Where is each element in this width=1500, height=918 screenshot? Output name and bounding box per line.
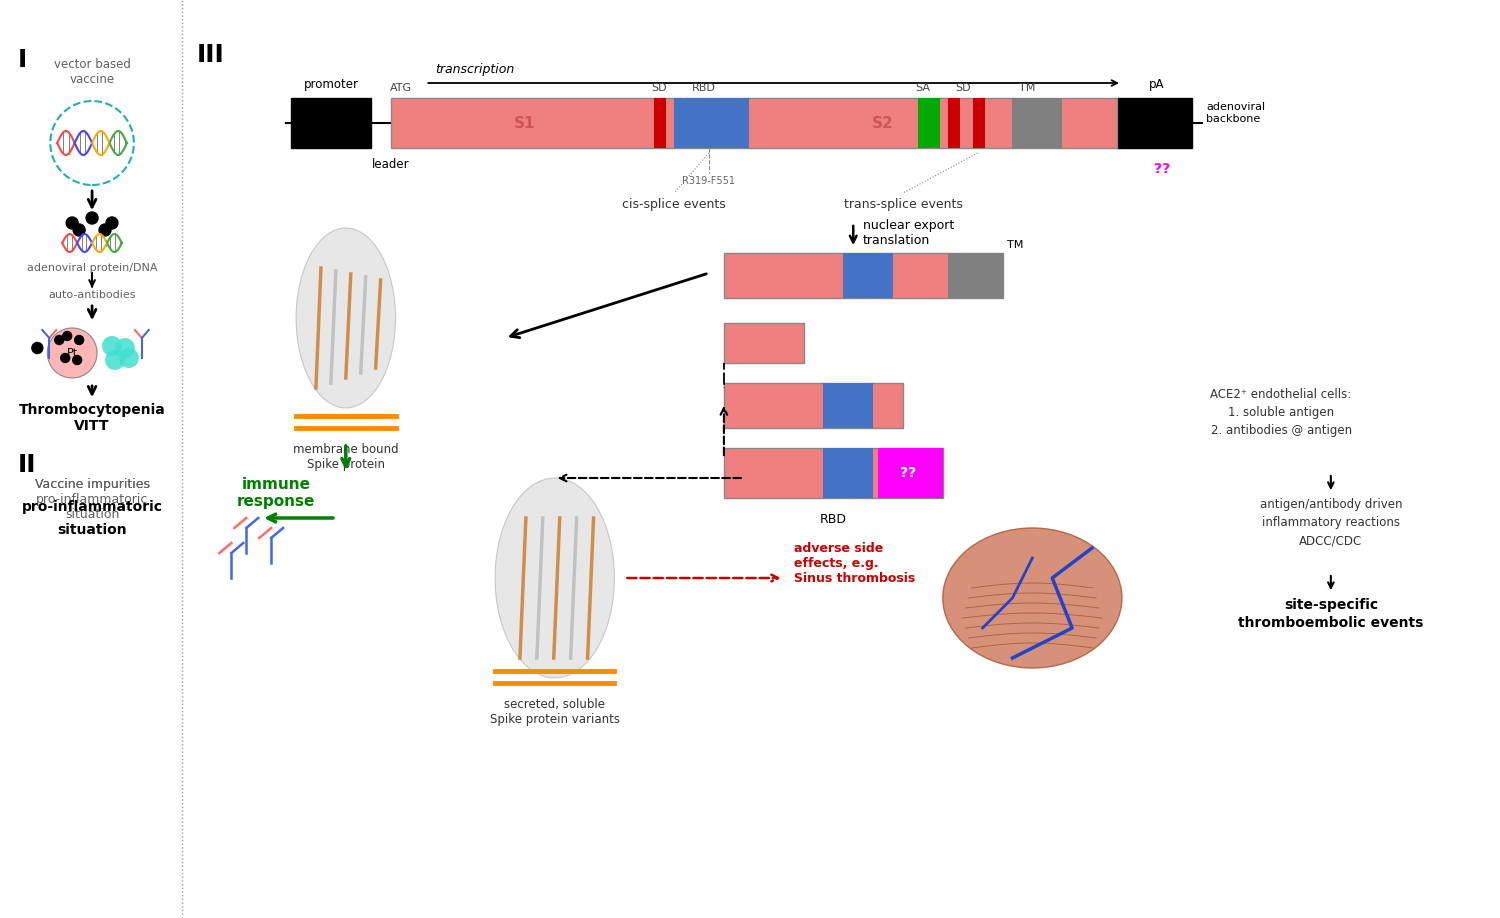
Text: immune
response: immune response: [237, 476, 315, 509]
FancyBboxPatch shape: [724, 323, 804, 363]
Circle shape: [99, 224, 111, 236]
Text: Vaccine impurities: Vaccine impurities: [34, 478, 150, 491]
Text: pA: pA: [1149, 78, 1164, 91]
Circle shape: [74, 224, 86, 236]
Text: II: II: [18, 453, 36, 477]
Text: III: III: [196, 43, 225, 67]
Text: RBD: RBD: [821, 513, 848, 526]
Text: pro-inflammatoric: pro-inflammatoric: [21, 500, 162, 514]
Text: S2: S2: [871, 116, 894, 130]
Text: TM: TM: [1008, 240, 1025, 250]
FancyBboxPatch shape: [918, 98, 940, 148]
FancyBboxPatch shape: [724, 383, 903, 428]
FancyBboxPatch shape: [878, 448, 944, 498]
Text: ACE2⁺ endothelial cells:
1. soluble antigen
2. antibodies @ antigen: ACE2⁺ endothelial cells: 1. soluble anti…: [1210, 388, 1352, 437]
Circle shape: [63, 331, 72, 341]
FancyBboxPatch shape: [654, 98, 666, 148]
Text: secreted, soluble
Spike protein variants: secreted, soluble Spike protein variants: [490, 698, 620, 726]
Text: adenoviral
backbone: adenoviral backbone: [1206, 102, 1266, 124]
FancyBboxPatch shape: [824, 383, 873, 428]
Text: site-specific
thromboembolic events: site-specific thromboembolic events: [1238, 598, 1424, 631]
Circle shape: [105, 350, 125, 370]
Text: adverse side
effects, e.g.
Sinus thrombosis: adverse side effects, e.g. Sinus thrombo…: [794, 542, 915, 585]
Circle shape: [86, 212, 98, 224]
Circle shape: [56, 335, 63, 344]
Ellipse shape: [944, 528, 1122, 668]
Text: SD: SD: [956, 83, 970, 93]
Circle shape: [116, 338, 135, 358]
Text: cis-splice events: cis-splice events: [622, 198, 726, 211]
Text: SD: SD: [651, 83, 668, 93]
Text: ??: ??: [1154, 162, 1170, 176]
Circle shape: [72, 355, 81, 364]
Text: ??: ??: [900, 466, 916, 480]
FancyBboxPatch shape: [724, 253, 1002, 298]
Circle shape: [106, 217, 118, 229]
FancyBboxPatch shape: [843, 253, 892, 298]
Text: transcription: transcription: [435, 63, 514, 76]
Text: RBD: RBD: [692, 83, 715, 93]
FancyBboxPatch shape: [1118, 98, 1191, 148]
FancyBboxPatch shape: [948, 253, 1002, 298]
Circle shape: [48, 328, 98, 378]
FancyBboxPatch shape: [824, 448, 873, 498]
FancyBboxPatch shape: [710, 98, 722, 148]
Text: Pt: Pt: [66, 348, 78, 358]
Ellipse shape: [495, 478, 615, 678]
Text: I: I: [18, 48, 27, 72]
Text: antigen/antibody driven
inflammatory reactions
ADCC/CDC: antigen/antibody driven inflammatory rea…: [1260, 498, 1402, 547]
FancyBboxPatch shape: [948, 98, 960, 148]
FancyBboxPatch shape: [291, 98, 370, 148]
Text: SA: SA: [915, 83, 930, 93]
Circle shape: [66, 217, 78, 229]
Text: vector based
vaccine: vector based vaccine: [54, 58, 130, 86]
Text: adenoviral protein/DNA: adenoviral protein/DNA: [27, 263, 158, 273]
Text: S1: S1: [514, 116, 535, 130]
Text: membrane bound
Spike protein: membrane bound Spike protein: [292, 443, 399, 471]
Text: Vaccine impurities
pro-inflammatoric
situation: Vaccine impurities pro-inflammatoric sit…: [34, 478, 150, 521]
Text: auto-antibodies: auto-antibodies: [48, 290, 136, 300]
FancyBboxPatch shape: [724, 448, 944, 498]
Text: nuclear export
translation: nuclear export translation: [862, 219, 954, 247]
Circle shape: [118, 348, 140, 368]
Ellipse shape: [296, 228, 396, 408]
Text: trans-splice events: trans-splice events: [843, 198, 963, 211]
Text: Thrombocytopenia
VITT: Thrombocytopenia VITT: [18, 403, 165, 433]
Circle shape: [32, 342, 44, 353]
FancyBboxPatch shape: [674, 98, 748, 148]
FancyBboxPatch shape: [972, 98, 984, 148]
Text: R319-F551: R319-F551: [682, 176, 735, 186]
FancyBboxPatch shape: [1013, 98, 1062, 148]
Text: ATG: ATG: [390, 83, 411, 93]
Text: TM: TM: [1019, 83, 1035, 93]
Circle shape: [60, 353, 69, 363]
Text: situation: situation: [57, 523, 128, 537]
Text: leader: leader: [372, 158, 410, 171]
Circle shape: [75, 335, 84, 344]
Circle shape: [102, 336, 122, 356]
Text: promoter: promoter: [303, 78, 358, 91]
FancyBboxPatch shape: [390, 98, 1118, 148]
